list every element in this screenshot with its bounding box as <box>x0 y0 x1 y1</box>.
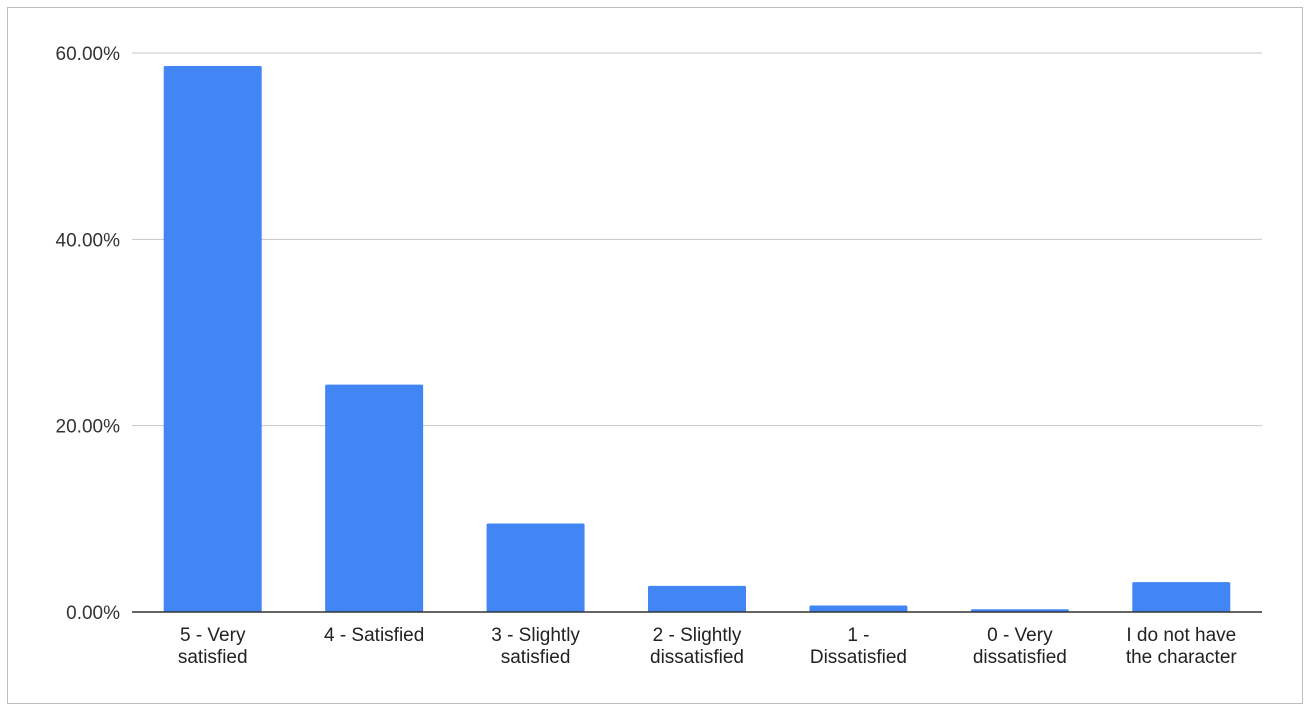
bar <box>648 585 746 612</box>
x-category-label-line: Dissatisfied <box>810 647 907 668</box>
x-category-label-line: satisfied <box>178 647 248 668</box>
x-category-label-line: dissatisfied <box>973 647 1067 668</box>
bar <box>486 523 585 612</box>
x-category-label: 4 - Satisfied <box>324 625 424 646</box>
bar <box>809 605 908 612</box>
x-category-label: 3 - Slightly satisfied <box>491 625 580 668</box>
y-tick-label: 60.00% <box>56 44 121 65</box>
grid-lines <box>132 52 1262 427</box>
x-category-label-line: 0 - Very <box>987 625 1053 646</box>
y-tick-label: 40.00% <box>56 230 121 251</box>
bars <box>163 66 1231 612</box>
bar <box>1132 582 1231 612</box>
x-category-label-line: 4 - Satisfied <box>324 625 424 646</box>
x-category-label-line: 2 - Slightly <box>653 625 742 646</box>
x-category-label: 0 - Very dissatisfied <box>973 625 1067 668</box>
y-tick-label: 20.00% <box>56 417 121 438</box>
x-category-label-line: 1 - <box>847 625 869 646</box>
x-category-label-line: I do not have <box>1126 625 1236 646</box>
bar <box>163 66 262 612</box>
x-category-label-line: 5 - Very <box>180 625 246 646</box>
x-category-label: I do not have the character <box>1126 625 1238 668</box>
x-category-label-line: 3 - Slightly <box>491 625 580 646</box>
x-category-label: 1 -Dissatisfied <box>810 625 907 668</box>
y-axis-tick-labels: 0.00% 20.00% 40.00% 60.00% <box>56 44 121 624</box>
x-category-label-line: satisfied <box>501 647 571 668</box>
x-category-label: 2 - Slightly dissatisfied <box>650 625 744 668</box>
x-category-label: 5 - Very satisfied <box>178 625 248 668</box>
y-tick-label: 0.00% <box>66 603 120 624</box>
bar <box>325 384 424 612</box>
x-category-label-line: dissatisfied <box>650 647 744 668</box>
x-category-label-line: the character <box>1126 647 1238 668</box>
